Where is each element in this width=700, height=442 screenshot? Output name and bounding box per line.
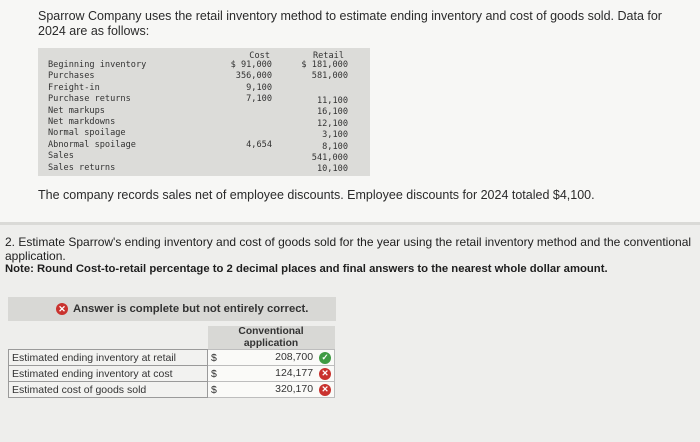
answer-value[interactable]: 320,170 [275,383,314,396]
answer-row-label: Estimated ending inventory at cost [8,365,208,382]
answer-input-cell[interactable]: 208,700 ✓ [238,349,335,366]
row-label: Freight-in [48,82,100,93]
answer-header-row: Conventional application [9,326,335,350]
section-divider [0,222,700,225]
answer-row: Estimated ending inventory at retail $ 2… [8,349,335,366]
currency-symbol: $ [207,365,238,382]
row-label: Sales returns [48,162,116,173]
answer-row: Estimated cost of goods sold $ 320,170 ✕ [8,381,335,398]
retail-header: Retail [312,51,344,61]
row-label: Purchase returns [48,94,131,105]
row-label: Purchases [48,71,95,82]
incorrect-x-icon: ✕ [319,383,331,396]
retail-value: 541,000 [311,153,348,163]
row-labels: Beginning inventory Purchases Freight-in… [48,60,146,174]
cost-value: 356,000 [235,71,272,82]
cost-header: Cost [249,51,270,61]
conventional-application-header: Conventional application [207,326,335,350]
retail-value: 12,100 [316,118,348,129]
answer-input-cell[interactable]: 320,170 ✕ [238,381,335,398]
retail-value: 581,000 [311,71,348,82]
cost-value: 4,654 [246,140,272,150]
data-table-background [38,48,370,176]
answer-input-cell[interactable]: 124,177 ✕ [238,365,335,382]
employee-discount-note: The company records sales net of employe… [38,188,595,202]
answer-row: Estimated ending inventory at cost $ 124… [8,365,335,382]
retail-value: 11,100 [316,96,348,106]
incorrect-x-icon: ✕ [319,367,331,380]
cost-value: 7,100 [246,94,272,105]
retail-value: 10,100 [316,164,348,175]
retail-value: $ 181,000 [301,60,348,70]
incorrect-icon: ✕ [56,303,68,315]
cost-value: $ 91,000 [230,60,272,70]
question-text: 2. Estimate Sparrow's ending inventory a… [5,235,692,263]
row-label: Sales [48,151,74,162]
retail-value: 3,100 [322,130,348,141]
answer-value[interactable]: 124,177 [275,367,314,380]
cost-value: 9,100 [246,82,272,93]
row-label: Net markups [48,105,105,116]
answer-row-label: Estimated ending inventory at retail [8,349,208,366]
question-block: 2. Estimate Sparrow's ending inventory a… [5,235,695,277]
currency-symbol: $ [207,381,238,398]
correct-check-icon: ✓ [319,351,331,364]
row-label: Abnormal spoilage [48,139,136,150]
retail-value: 16,100 [316,107,348,118]
row-label: Beginning inventory [48,60,147,70]
currency-symbol: $ [207,349,238,366]
answer-value[interactable]: 208,700 [275,351,314,364]
answer-status-banner: ✕ Answer is complete but not entirely co… [8,297,336,321]
retail-value: 8,100 [322,141,348,152]
row-label: Normal spoilage [48,128,126,139]
answer-status-text: Answer is complete but not entirely corr… [73,303,309,315]
problem-intro: Sparrow Company uses the retail inventor… [38,9,662,38]
answer-table: Conventional application Estimated endin… [8,326,335,398]
answer-row-label: Estimated cost of goods sold [8,381,208,398]
question-note: Note: Round Cost-to-retail percentage to… [5,263,608,275]
row-label: Net markdowns [48,117,116,128]
